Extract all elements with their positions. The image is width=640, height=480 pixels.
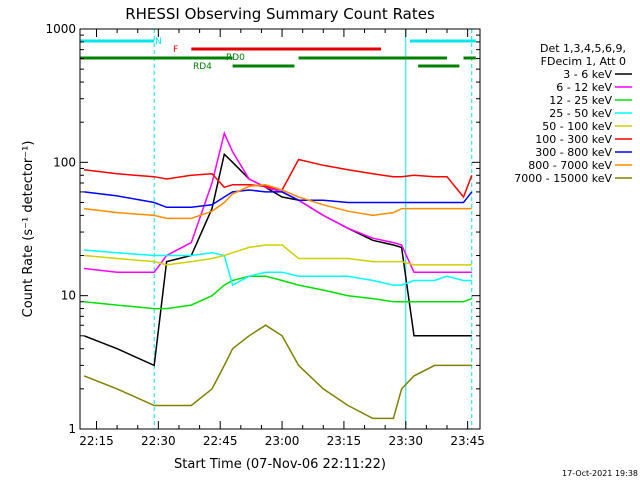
legend-entry-label: 25 - 50 keV [549,107,612,120]
series-line-7 [84,183,472,220]
flag-label-rd0: RD0 [226,53,245,63]
flag-label-n: N [155,37,162,47]
legend-entry-label: 800 - 7000 keV [528,159,612,172]
legend-entry-label: 7000 - 15000 keV [514,172,612,185]
series-line-8 [83,324,472,420]
x-tick-label: 22:15 [79,434,114,448]
x-tick-label: 23:45 [450,434,485,448]
axis-ticks: 1 10 100 1000 22:15 22:30 22:45 23:00 23:15 23:30… [45,22,484,448]
x-tick-label: 23:30 [388,434,423,448]
series-line-6 [84,189,473,209]
date-stamp: 17-Oct-2021 19:38 [562,469,638,478]
legend-entry-label: 6 - 12 keV [556,81,612,94]
y-tick-label: 1 [68,422,76,436]
legend-entry-label: 12 - 25 keV [549,94,612,107]
flag-label-rd4: RD4 [193,62,212,72]
legend-header: Det 1,3,4,5,6,9, [540,42,626,55]
legend-header: FDecim 1, Att 0 [541,55,626,68]
x-tick-label: 22:45 [203,434,238,448]
legend-entry-label: 3 - 6 keV [563,68,612,81]
y-axis-title: Count Rate (s⁻¹ detector⁻¹) [21,141,36,318]
series-line-0 [83,152,472,367]
plot-frame [79,28,481,430]
y-tick-label: 100 [53,155,76,169]
legend: Det 1,3,4,5,6,9,FDecim 1, Att 03 - 6 keV… [514,42,632,185]
x-axis-title: Start Time (07-Nov-06 22:11:22) [174,457,386,472]
x-tick-label: 23:15 [327,434,362,448]
series-line-4 [84,244,472,266]
x-tick-label: 23:00 [265,434,300,448]
series-lines [83,131,473,420]
legend-entry-label: 50 - 100 keV [542,120,612,133]
chart-title: RHESSI Observing Summary Count Rates [125,5,435,23]
flag-label-f: F [173,45,178,55]
y-tick-label: 10 [61,289,76,303]
flag-bars: N F RD0 RD4 [80,37,476,72]
y-tick-label: 1000 [45,22,76,36]
series-line-2 [84,275,473,310]
series-line-3 [84,249,472,287]
series-line-5 [84,158,473,199]
legend-entry-label: 300 - 800 keV [535,146,612,159]
x-tick-label: 22:30 [141,434,176,448]
legend-entry-label: 100 - 300 keV [535,133,612,146]
